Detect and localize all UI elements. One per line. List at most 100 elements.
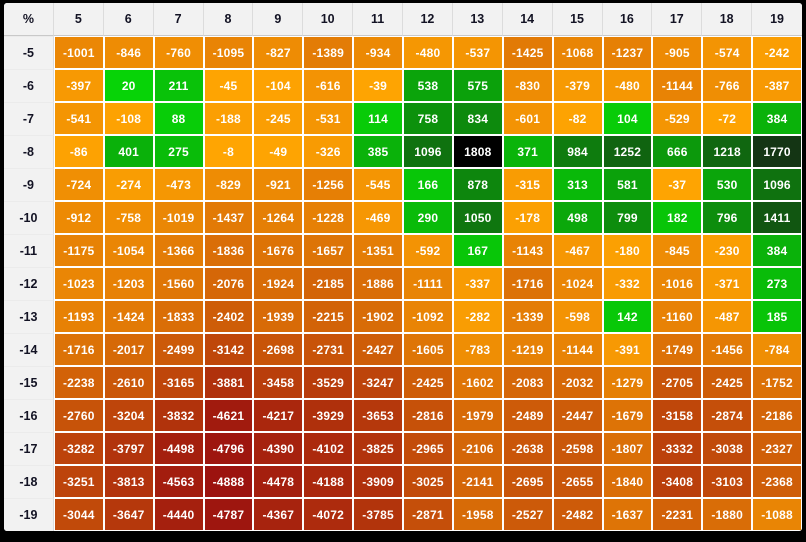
heatmap-cell[interactable]: -480 — [403, 36, 453, 69]
heatmap-cell[interactable]: 273 — [752, 267, 802, 300]
heatmap-cell[interactable]: 104 — [602, 102, 653, 135]
heatmap-cell[interactable]: -315 — [502, 168, 553, 201]
heatmap-cell[interactable]: -282 — [452, 300, 503, 333]
heatmap-cell[interactable]: -178 — [502, 201, 553, 234]
heatmap-cell[interactable]: -784 — [752, 333, 802, 366]
heatmap-cell[interactable]: -4390 — [253, 432, 304, 465]
heatmap-cell[interactable]: -4621 — [203, 399, 254, 432]
heatmap-cell[interactable]: 834 — [452, 102, 503, 135]
heatmap-cell[interactable]: 371 — [502, 135, 553, 168]
heatmap-cell[interactable]: 758 — [403, 102, 453, 135]
heatmap-cell[interactable]: -3529 — [303, 366, 354, 399]
heatmap-cell[interactable]: -3332 — [652, 432, 703, 465]
heatmap-cell[interactable]: -3653 — [353, 399, 403, 432]
heatmap-cell[interactable]: -1279 — [602, 366, 653, 399]
heatmap-cell[interactable]: -592 — [403, 234, 453, 267]
heatmap-cell[interactable]: -397 — [53, 69, 104, 102]
heatmap-cell[interactable]: -104 — [253, 69, 304, 102]
heatmap-cell[interactable]: 878 — [452, 168, 503, 201]
heatmap-cell[interactable]: -1024 — [552, 267, 603, 300]
heatmap-cell[interactable]: -3458 — [253, 366, 304, 399]
heatmap-cell[interactable]: -2106 — [452, 432, 503, 465]
heatmap-cell[interactable]: -3785 — [353, 498, 403, 531]
heatmap-cell[interactable]: -1144 — [652, 69, 703, 102]
heatmap-cell[interactable]: -469 — [353, 201, 403, 234]
heatmap-cell[interactable]: 581 — [602, 168, 653, 201]
heatmap-cell[interactable]: -4563 — [153, 465, 204, 498]
heatmap-cell[interactable]: -2402 — [203, 300, 254, 333]
heatmap-cell[interactable]: -242 — [752, 36, 802, 69]
heatmap-cell[interactable]: -1256 — [303, 168, 354, 201]
heatmap-cell[interactable]: -1602 — [452, 366, 503, 399]
heatmap-cell[interactable]: -39 — [353, 69, 403, 102]
heatmap-cell[interactable]: -1657 — [303, 234, 354, 267]
heatmap-cell[interactable]: -3165 — [153, 366, 204, 399]
heatmap-cell[interactable]: -3103 — [702, 465, 753, 498]
heatmap-cell[interactable]: -934 — [353, 36, 403, 69]
heatmap-cell[interactable]: 1770 — [752, 135, 802, 168]
heatmap-cell[interactable]: -1095 — [203, 36, 254, 69]
heatmap-cell[interactable]: -45 — [203, 69, 254, 102]
heatmap-cell[interactable]: -545 — [353, 168, 403, 201]
heatmap-cell[interactable]: 1218 — [702, 135, 753, 168]
heatmap-cell[interactable]: -2017 — [103, 333, 154, 366]
heatmap-cell[interactable]: -1203 — [103, 267, 154, 300]
heatmap-cell[interactable]: -531 — [303, 102, 354, 135]
heatmap-cell[interactable]: -4796 — [203, 432, 254, 465]
heatmap-cell[interactable]: -3647 — [103, 498, 154, 531]
heatmap-cell[interactable]: -4440 — [153, 498, 204, 531]
heatmap-cell[interactable]: -3813 — [103, 465, 154, 498]
heatmap-cell[interactable]: -4102 — [303, 432, 354, 465]
heatmap-cell[interactable]: -2425 — [403, 366, 453, 399]
heatmap-cell[interactable]: 1050 — [452, 201, 503, 234]
heatmap-cell[interactable]: 290 — [403, 201, 453, 234]
heatmap-cell[interactable]: 401 — [103, 135, 154, 168]
heatmap-cell[interactable]: -1111 — [403, 267, 453, 300]
heatmap-cell[interactable]: -4478 — [253, 465, 304, 498]
heatmap-cell[interactable]: -1351 — [353, 234, 403, 267]
heatmap-cell[interactable]: 114 — [353, 102, 403, 135]
heatmap-cell[interactable]: -4217 — [253, 399, 304, 432]
heatmap-cell[interactable]: -1054 — [103, 234, 154, 267]
heatmap-cell[interactable]: -1175 — [53, 234, 104, 267]
heatmap-cell[interactable]: -1088 — [752, 498, 802, 531]
heatmap-cell[interactable]: -2638 — [502, 432, 553, 465]
heatmap-cell[interactable]: -4188 — [303, 465, 354, 498]
heatmap-cell[interactable]: -2076 — [203, 267, 254, 300]
heatmap-cell[interactable]: -1716 — [502, 267, 553, 300]
heatmap-cell[interactable]: -2871 — [403, 498, 453, 531]
heatmap-cell[interactable]: -846 — [103, 36, 154, 69]
heatmap-cell[interactable]: -1144 — [552, 333, 603, 366]
heatmap-cell[interactable]: -379 — [552, 69, 603, 102]
heatmap-cell[interactable]: -2327 — [752, 432, 802, 465]
heatmap-cell[interactable]: -3282 — [53, 432, 104, 465]
heatmap-cell[interactable]: -1979 — [452, 399, 503, 432]
heatmap-cell[interactable]: -537 — [452, 36, 503, 69]
heatmap-cell[interactable]: -2598 — [552, 432, 603, 465]
heatmap-cell[interactable]: -1676 — [253, 234, 304, 267]
heatmap-cell[interactable]: -2032 — [552, 366, 603, 399]
heatmap-cell[interactable]: -758 — [103, 201, 154, 234]
heatmap-cell[interactable]: -1902 — [353, 300, 403, 333]
heatmap-cell[interactable]: -1019 — [153, 201, 204, 234]
heatmap-cell[interactable]: -2610 — [103, 366, 154, 399]
heatmap-cell[interactable]: 384 — [752, 234, 802, 267]
heatmap-cell[interactable]: -3204 — [103, 399, 154, 432]
heatmap-cell[interactable]: -829 — [203, 168, 254, 201]
heatmap-cell[interactable]: -3044 — [53, 498, 104, 531]
heatmap-cell[interactable]: -827 — [253, 36, 304, 69]
heatmap-cell[interactable]: -274 — [103, 168, 154, 201]
heatmap-cell[interactable]: -1143 — [502, 234, 553, 267]
heatmap-cell[interactable]: 185 — [752, 300, 802, 333]
heatmap-cell[interactable]: -1437 — [203, 201, 254, 234]
heatmap-cell[interactable]: -1237 — [602, 36, 653, 69]
heatmap-cell[interactable]: -1749 — [652, 333, 703, 366]
heatmap-cell[interactable]: -2965 — [403, 432, 453, 465]
heatmap-cell[interactable]: 1096 — [752, 168, 802, 201]
heatmap-cell[interactable]: 530 — [702, 168, 753, 201]
heatmap-cell[interactable]: 799 — [602, 201, 653, 234]
heatmap-cell[interactable]: -3251 — [53, 465, 104, 498]
heatmap-cell[interactable]: -1001 — [53, 36, 104, 69]
heatmap-cell[interactable]: -912 — [53, 201, 104, 234]
heatmap-cell[interactable]: -2482 — [552, 498, 603, 531]
